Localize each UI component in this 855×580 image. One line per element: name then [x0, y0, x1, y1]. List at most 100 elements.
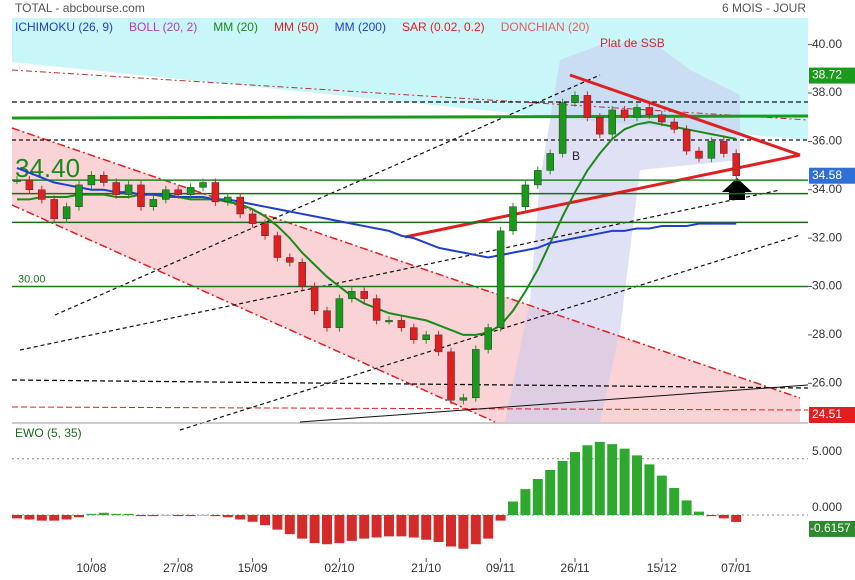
- legend-entry: BOLL (20, 2): [129, 20, 197, 34]
- bar: [656, 475, 667, 515]
- bar: [148, 515, 159, 517]
- legend-entry: ICHIMOKU (26, 9): [15, 20, 113, 34]
- candle: [298, 262, 306, 287]
- price-box: [809, 67, 855, 84]
- bar: [185, 515, 196, 517]
- bar: [334, 515, 345, 544]
- candle: [137, 184, 145, 207]
- candle: [323, 310, 331, 328]
- candle: [583, 95, 592, 118]
- candle: [410, 327, 418, 340]
- candle: [608, 109, 616, 135]
- y-tick-label: 28.00: [812, 327, 842, 341]
- bar: [284, 515, 295, 535]
- legend-entry: MM (200): [335, 20, 386, 34]
- candle: [211, 182, 220, 203]
- candle: [620, 109, 629, 118]
- annotation: B: [572, 149, 580, 163]
- bar: [495, 515, 506, 521]
- bar: [210, 515, 221, 517]
- x-tick-label: 07/01: [721, 561, 751, 575]
- bar: [235, 515, 246, 520]
- bar: [681, 500, 692, 515]
- kijun-line: [11, 114, 809, 120]
- x-tick-label: 10/08: [76, 561, 106, 575]
- level-label: 30.00: [18, 273, 46, 285]
- bar: [520, 489, 531, 515]
- legend-entry: SAR (0.02, 0.2): [402, 20, 485, 34]
- x-tick-label: 02/10: [324, 561, 354, 575]
- parallel-line: [54, 74, 601, 316]
- bar: [508, 501, 518, 515]
- annotation: Plat de SSB: [600, 36, 665, 50]
- candle: [509, 206, 517, 232]
- candle: [100, 174, 108, 183]
- bar: [644, 464, 655, 515]
- candle: [75, 184, 83, 207]
- header-title: TOTAL - abcbourse.com: [15, 1, 145, 15]
- bar: [136, 515, 146, 517]
- candle: [459, 397, 468, 401]
- candle: [645, 107, 654, 116]
- bar: [260, 515, 270, 526]
- candle: [434, 334, 443, 353]
- bar: [371, 515, 382, 538]
- bar: [718, 515, 729, 519]
- bar: [669, 488, 680, 515]
- bar: [632, 455, 642, 515]
- x-tick-label: 09/11: [486, 561, 515, 575]
- bar: [396, 515, 407, 537]
- bar: [36, 515, 47, 521]
- candle: [112, 182, 120, 195]
- price-box: [809, 167, 855, 184]
- candle: [38, 189, 46, 200]
- candle: [348, 291, 356, 299]
- bar: [12, 515, 22, 519]
- value-box: [809, 520, 855, 537]
- candle: [162, 189, 170, 200]
- candle: [521, 184, 530, 207]
- triangle-upper: [569, 73, 801, 157]
- y-tick-label: 30.00: [812, 279, 842, 293]
- candle: [186, 187, 195, 195]
- legend-entry: MM (20): [213, 20, 258, 34]
- x-tick-label: 26/11: [560, 561, 589, 575]
- bar: [706, 515, 717, 517]
- x-tick-label: 27/08: [163, 561, 193, 575]
- candle: [286, 257, 294, 263]
- bar: [247, 515, 258, 522]
- bar: [470, 515, 481, 545]
- bar: [272, 515, 283, 530]
- candle: [496, 230, 505, 328]
- bar: [86, 513, 97, 515]
- bar: [582, 445, 593, 515]
- header-period: 6 MOIS - JOUR: [722, 1, 806, 15]
- x-tick-label: 21/10: [411, 561, 441, 575]
- x-tick-label: 15/09: [238, 561, 268, 575]
- bar: [322, 515, 332, 545]
- arrow-icon: [722, 178, 752, 200]
- bar: [384, 515, 394, 537]
- bar: [346, 515, 357, 541]
- bar: [61, 515, 72, 520]
- bar: [483, 515, 494, 539]
- bar: [421, 515, 432, 540]
- candle: [571, 95, 579, 103]
- bar: [557, 461, 568, 515]
- legend-entry: MM (50): [274, 20, 319, 34]
- y-tick-label: 34.00: [812, 182, 842, 196]
- y-tick-label: 38.00: [812, 85, 842, 99]
- bar: [123, 513, 134, 515]
- candle: [633, 107, 641, 118]
- candle: [707, 141, 716, 159]
- candle: [174, 189, 182, 195]
- candle: [372, 298, 381, 321]
- y-tick-label: 40.00: [812, 37, 842, 51]
- candle: [261, 223, 269, 236]
- bar: [24, 515, 35, 520]
- bar: [297, 515, 308, 539]
- candle: [50, 199, 58, 220]
- candle: [224, 196, 232, 203]
- bar: [198, 515, 208, 516]
